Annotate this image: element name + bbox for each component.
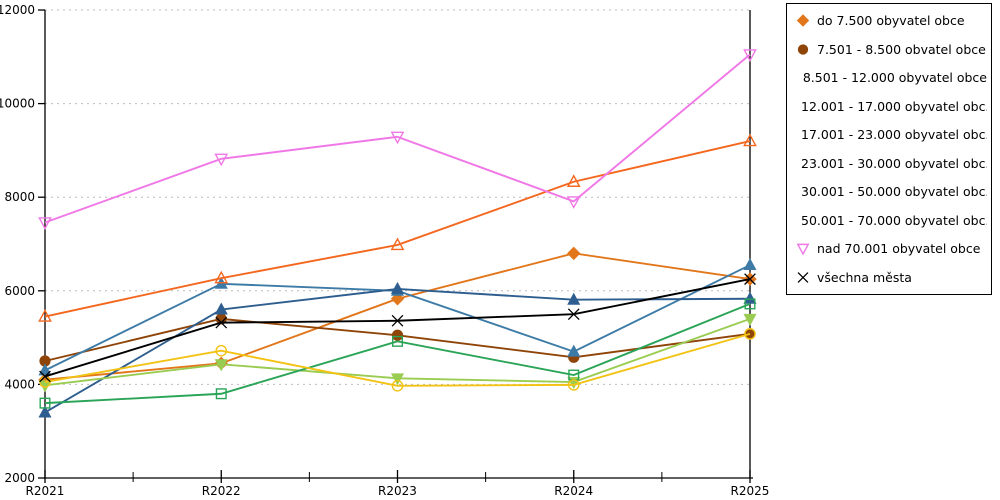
marker-triangle-down [38, 217, 52, 230]
series-line [44, 53, 751, 224]
marker-triangle-up [567, 344, 581, 357]
series-5 [39, 298, 756, 409]
x-tick-label: R2023 [378, 484, 417, 498]
legend-box: do 7.500 obyvatel obce 7.501 - 8.500 obva… [786, 3, 992, 295]
legend-triangle-down-icon [796, 244, 810, 256]
marker-square [39, 397, 51, 409]
marker-triangle-up [743, 258, 757, 271]
series-9 [39, 273, 756, 383]
x-tick-label: R2024 [554, 484, 593, 498]
marker-triangle-down [743, 49, 757, 62]
marker-x [567, 308, 580, 321]
marker-square [215, 388, 227, 400]
marker-x [391, 314, 404, 327]
legend-item-1: 7.501 - 8.500 obvatel obce [795, 42, 987, 57]
y-tick-label: 6000 [4, 284, 35, 298]
marker-x [797, 272, 809, 283]
y-tick-label: 4000 [4, 377, 35, 391]
legend-label: 30.001 - 50.000 obyvatel obc... [801, 184, 987, 200]
series-7 [38, 133, 757, 322]
legend-label: 17.001 - 23.000 obyvatel obc... [801, 127, 987, 143]
marker-circle [797, 43, 809, 55]
series-2 [38, 258, 757, 376]
legend-item-8: nad 70.001 obyvatel obce [795, 241, 987, 256]
marker-circle [744, 328, 756, 340]
marker-triangle-up [38, 363, 52, 376]
marker-diamond [796, 14, 810, 27]
marker-triangle-down [390, 373, 405, 386]
legend-triangle-up-icon [795, 70, 797, 85]
legend-item-7: 50.001 - 70.000 obyvatel obc... [795, 213, 987, 228]
series-3 [38, 281, 757, 418]
legend-label: do 7.500 obyvatel obce [817, 13, 965, 28]
legend-circle-icon [797, 43, 809, 55]
marker-triangle-up [390, 281, 405, 294]
legend-label: 7.501 - 8.500 obvatel obce [817, 41, 986, 57]
marker-triangle-down [796, 244, 810, 256]
marker-triangle-up [743, 291, 757, 304]
series-line [44, 303, 751, 405]
marker-triangle-up [38, 405, 52, 418]
marker-triangle-up [390, 237, 405, 251]
marker-square [744, 298, 756, 310]
marker-triangle-up [38, 309, 52, 322]
marker-x [39, 370, 51, 383]
x-tick-label: R2025 [731, 484, 770, 498]
marker-circle [215, 344, 228, 357]
marker-triangle-down [214, 359, 228, 372]
legend-label: nad 70.001 obyvatel obce [817, 241, 981, 257]
marker-diamond [567, 246, 581, 261]
series-0 [38, 246, 757, 387]
legend-item-5: 23.001 - 30.000 obyvatel obc... [795, 156, 987, 171]
legend-x-icon [797, 272, 809, 283]
marker-circle [567, 379, 580, 391]
series-line [44, 140, 751, 318]
legend-item-2: 8.501 - 12.000 obyvatel obce [795, 70, 987, 85]
y-tick-label: 12000 [0, 3, 35, 17]
legend-label: 8.501 - 12.000 obyvatel obce [802, 70, 987, 86]
marker-x [744, 273, 756, 285]
legend-item-3: 12.001 - 17.000 obyvatel obc... [795, 99, 987, 114]
y-tick-label: 2000 [4, 471, 35, 485]
legend-item-6: 30.001 - 50.000 obyvatel obc... [795, 184, 987, 199]
series-line [44, 264, 751, 372]
marker-triangle-up [214, 302, 228, 315]
series-8 [38, 49, 757, 230]
marker-triangle-up [566, 174, 581, 187]
marker-triangle-up [214, 270, 229, 284]
marker-triangle-down [743, 313, 757, 326]
x-tick-label: R2021 [26, 484, 65, 498]
legend-item-9: všechna města [795, 270, 987, 285]
marker-x [215, 316, 228, 329]
legend-item-4: 17.001 - 23.000 obyvatel obc... [795, 127, 987, 142]
y-tick-label: 10000 [0, 97, 35, 111]
marker-triangle-down [566, 196, 581, 209]
legend-diamond-icon [796, 14, 810, 27]
marker-triangle-down [390, 131, 405, 145]
marker-triangle-up [567, 292, 581, 305]
legend-label: všechna města [817, 269, 912, 285]
legend-item-0: do 7.500 obyvatel obce [795, 13, 987, 28]
legend-label: 50.001 - 70.000 obyvatel obc... [801, 212, 987, 228]
marker-square [392, 335, 404, 347]
marker-circle [391, 329, 404, 341]
series-line [44, 332, 751, 387]
marker-triangle-down [214, 153, 229, 167]
series-line [44, 287, 751, 414]
y-tick-label: 8000 [4, 190, 35, 204]
marker-circle [391, 380, 404, 392]
legend-label: 23.001 - 30.000 obyvatel obc... [801, 155, 987, 171]
legend-label: 12.001 - 17.000 obyvatel obc... [801, 98, 987, 114]
marker-triangle-up [743, 133, 757, 147]
x-tick-label: R2022 [202, 484, 241, 498]
